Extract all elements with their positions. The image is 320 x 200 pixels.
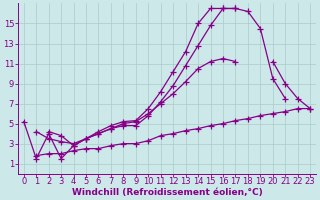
X-axis label: Windchill (Refroidissement éolien,°C): Windchill (Refroidissement éolien,°C) [72,188,262,197]
